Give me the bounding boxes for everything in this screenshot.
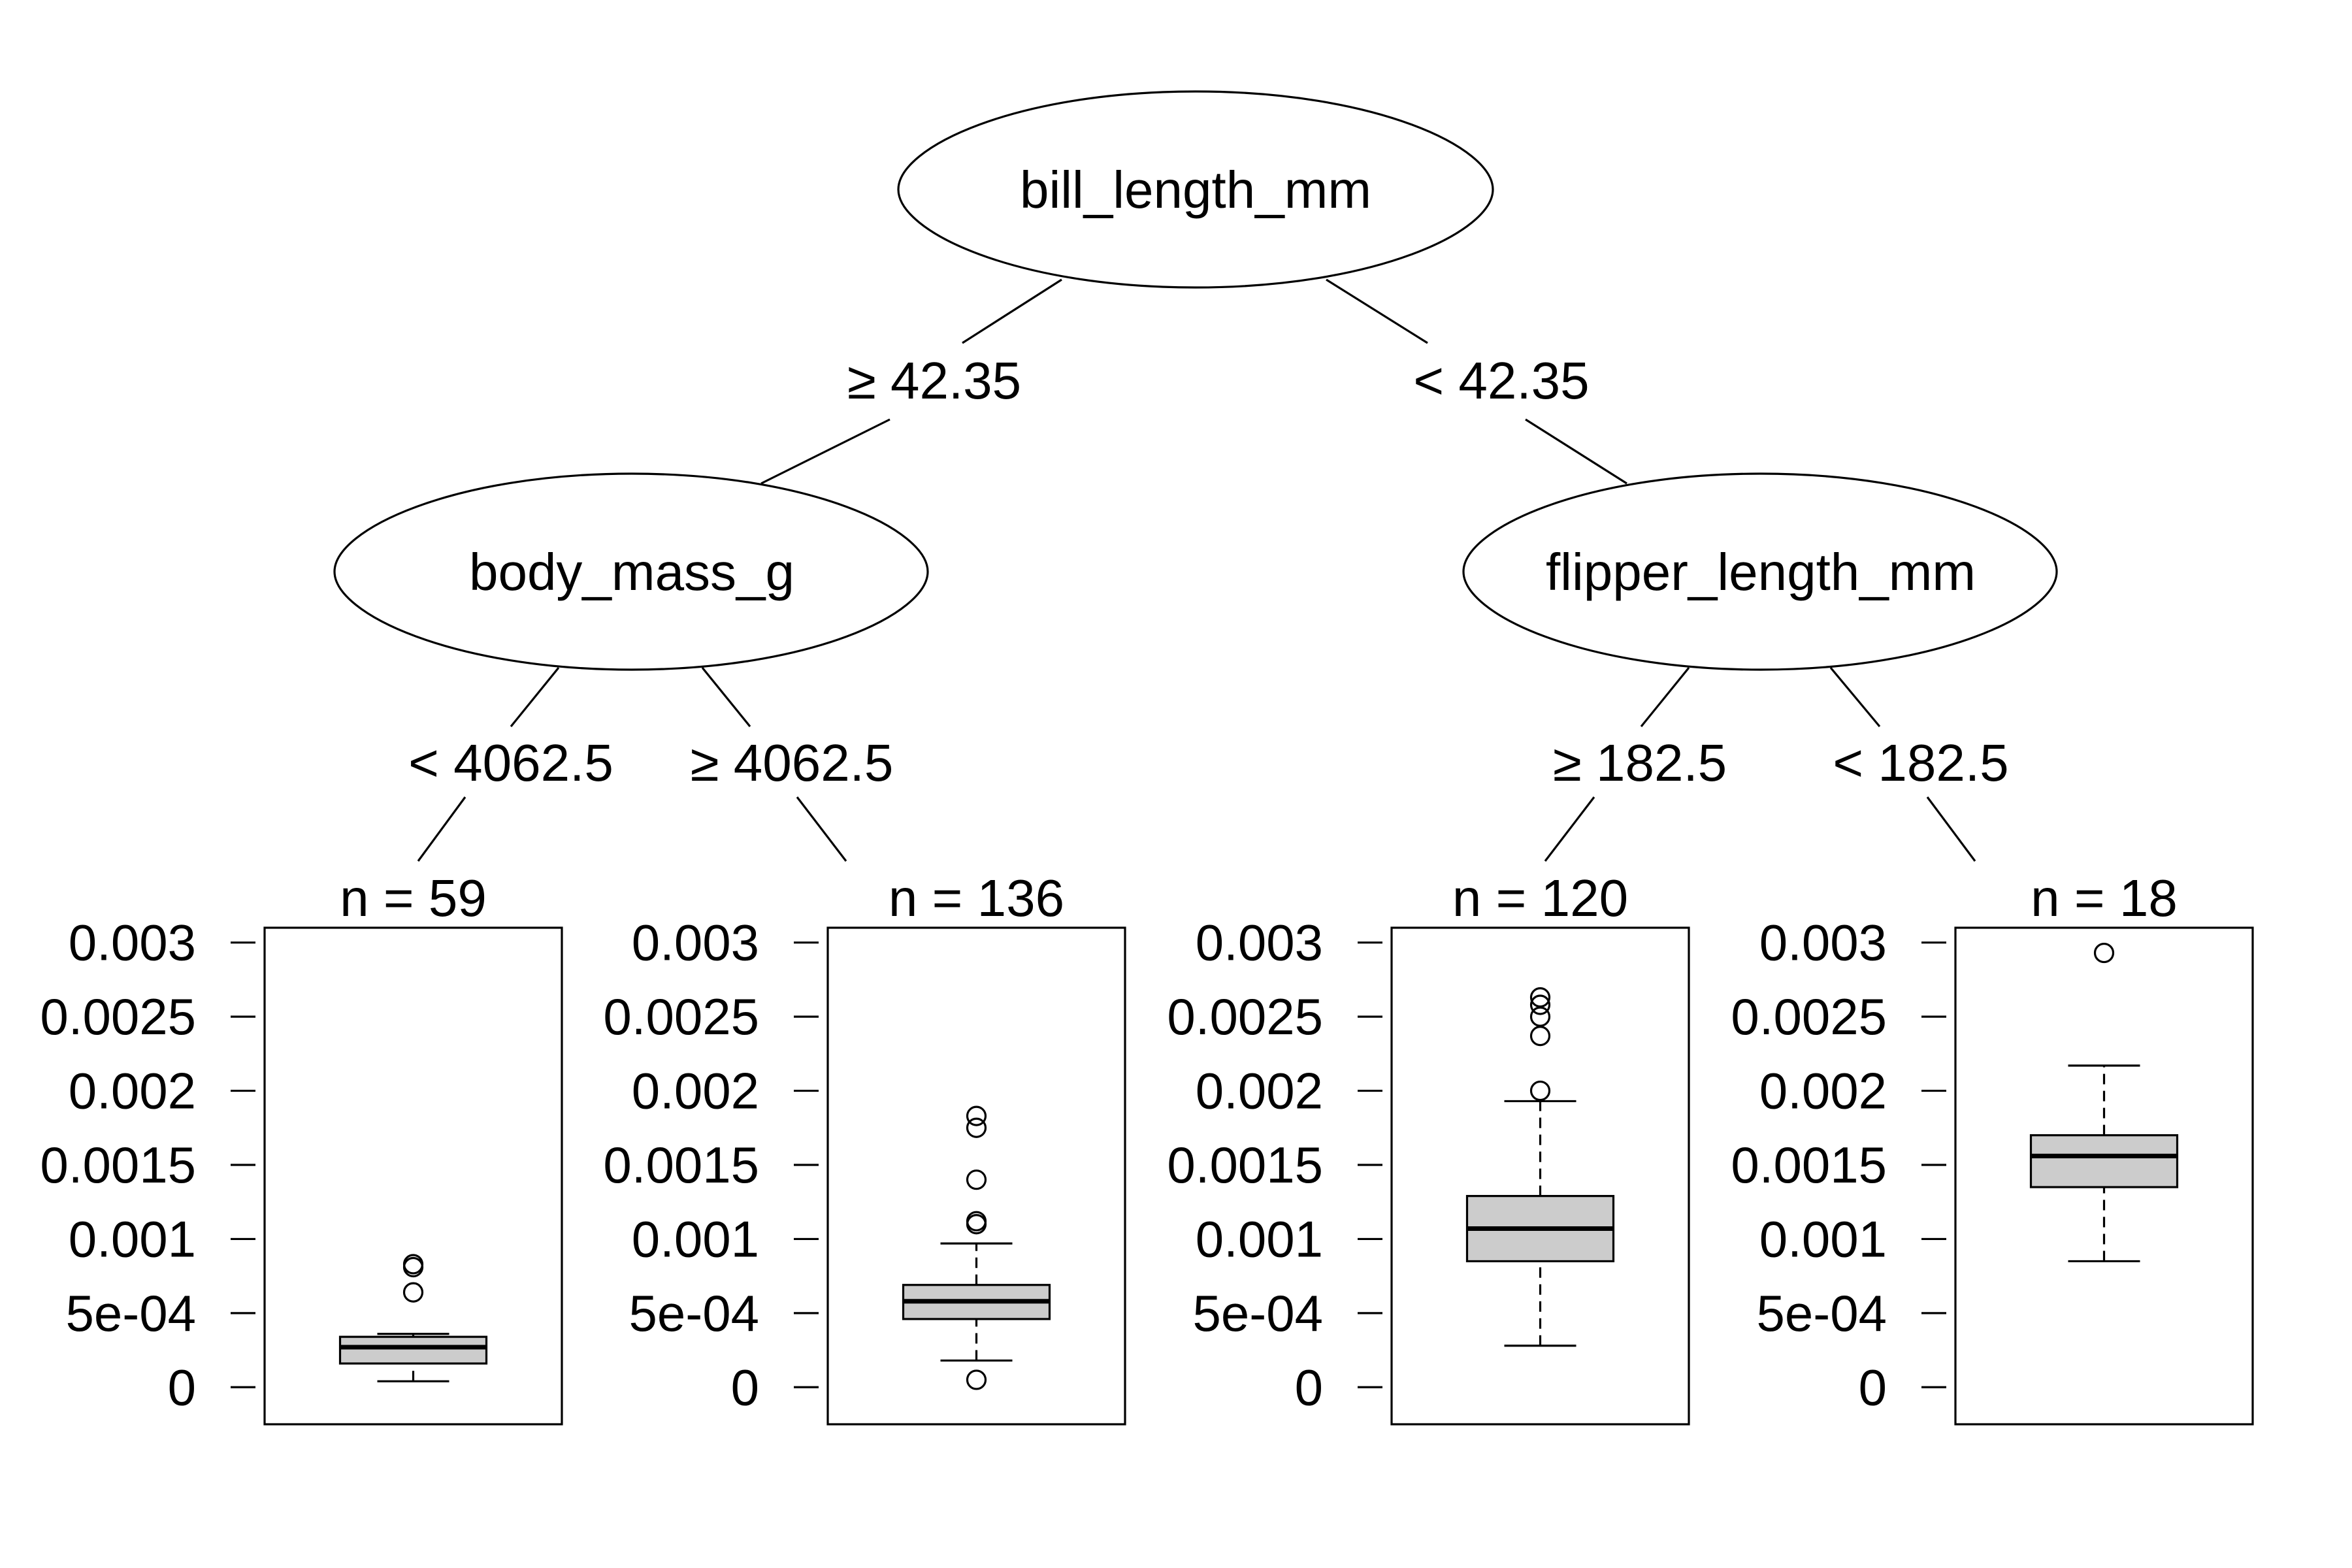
leaf-n-label: n = 120	[1452, 869, 1628, 927]
outlier-point	[1529, 1080, 1551, 1102]
edge-label-flipper-left: ≥ 182.5	[1553, 734, 1727, 792]
y-axis-tick-label: 0.002	[69, 1062, 196, 1120]
y-axis-tick-label: 0.001	[1196, 1210, 1323, 1267]
leaf-panel-frame	[263, 926, 563, 1426]
root-node: bill_length_mm	[897, 90, 1494, 289]
interquartile-box	[2029, 1134, 2179, 1188]
edge-flipper-left-lower	[1544, 796, 1595, 862]
y-axis-tick-label: 0.003	[69, 914, 196, 972]
y-axis-tick-label: 0	[168, 1358, 196, 1416]
outlier-point	[402, 1282, 424, 1303]
body-mass-node-label: body_mass_g	[469, 543, 794, 601]
edge-body-mass-left-lower	[417, 796, 466, 862]
edge-body-mass-right-lower	[796, 796, 847, 862]
y-axis-tick-label: 0.003	[1759, 914, 1887, 972]
outlier-point	[966, 1369, 987, 1390]
root-node-label: bill_length_mm	[1020, 161, 1371, 219]
leaf-n-label: n = 18	[2031, 869, 2178, 927]
y-axis-tick-label: 5e-04	[1757, 1284, 1887, 1342]
y-axis-tick-label: 5e-04	[629, 1284, 760, 1342]
y-axis-tick-label: 0.001	[632, 1210, 759, 1267]
leaf-panel-1: n = 59 0 5e-04 0.001 0.0015 0.002 0.0025 0.003	[40, 869, 563, 1426]
y-axis-tick-label: 0.0015	[40, 1136, 196, 1194]
edge-root-right-lower	[1525, 418, 1627, 485]
y-axis-tick-label: 0.002	[632, 1062, 759, 1120]
leaf-n-label: n = 136	[889, 869, 1064, 927]
edge-root-right-upper	[1326, 278, 1428, 344]
y-axis-tick-label: 0	[1295, 1358, 1323, 1416]
y-axis-tick-label: 0.003	[1196, 914, 1323, 972]
leaf-panel-frame	[1390, 926, 1690, 1426]
y-axis-tick-label: 0.0015	[1167, 1136, 1323, 1194]
edge-body-mass-left-upper	[510, 666, 560, 728]
body-mass-node: body_mass_g	[333, 472, 929, 671]
leaf-panel-2: n = 136 0 5e-04 0.001 0.0015 0.002 0.0025 0.003	[603, 869, 1126, 1426]
y-axis-tick-label: 0.001	[69, 1210, 196, 1267]
edge-label-body-mass-right: ≥ 4062.5	[691, 734, 894, 792]
y-axis-tick-label: 0.003	[632, 914, 759, 972]
y-axis-tick-label: 0.002	[1196, 1062, 1323, 1120]
edge-flipper-left-upper	[1640, 666, 1690, 728]
leaf-panel-3: n = 120 0 5e-04 0.001 0.0015 0.002 0.0025 0.003	[1167, 869, 1690, 1426]
y-axis-tick-label: 0	[1859, 1358, 1887, 1416]
y-axis-tick-label: 5e-04	[1193, 1284, 1324, 1342]
edge-root-left-lower	[760, 418, 890, 485]
outlier-point	[1529, 1026, 1551, 1047]
outlier-point	[966, 1105, 987, 1126]
edge-label-flipper-right: < 182.5	[1833, 734, 2008, 792]
y-axis-tick-label: 0.001	[1759, 1210, 1887, 1267]
edge-label-root-left: ≥ 42.35	[847, 351, 1021, 410]
edge-label-root-right: < 42.35	[1413, 351, 1589, 410]
outlier-point	[966, 1117, 987, 1138]
leaf-panel-4: n = 18 0 5e-04 0.001 0.0015 0.002 0.0025 0.003	[1731, 869, 2254, 1426]
flipper-length-node-ellipse	[1462, 472, 2058, 671]
edge-body-mass-right-upper	[701, 666, 751, 728]
outlier-point	[966, 1211, 987, 1232]
y-axis-tick-label: 0.0015	[603, 1136, 759, 1194]
edge-flipper-right-upper	[1829, 666, 1881, 728]
y-axis-tick-label: 5e-04	[66, 1284, 197, 1342]
leaf-panel-frame	[826, 926, 1126, 1426]
body-mass-node-ellipse	[333, 472, 929, 671]
y-axis-tick-label: 0.0025	[1167, 988, 1323, 1045]
edge-label-body-mass-left: < 4062.5	[408, 734, 613, 792]
flipper-length-node: flipper_length_mm	[1462, 472, 2058, 671]
outlier-point	[402, 1256, 424, 1278]
leaf-panels: n = 5905e-040.0010.00150.0020.00250.003n…	[40, 869, 2254, 1426]
outlier-point	[2093, 942, 2115, 964]
y-axis-tick-label: 0.0025	[40, 988, 196, 1045]
outlier-point	[1529, 994, 1551, 1015]
root-node-ellipse	[897, 90, 1494, 289]
leaf-panel-frame	[1954, 926, 2254, 1426]
y-axis-tick-label: 0.0025	[603, 988, 759, 1045]
edge-flipper-right-lower	[1926, 796, 1976, 862]
leaf-n-label: n = 59	[340, 869, 487, 927]
y-axis-tick-label: 0.0025	[1731, 988, 1887, 1045]
outlier-point	[966, 1169, 987, 1190]
outlier-point	[1529, 987, 1551, 1008]
flipper-length-node-label: flipper_length_mm	[1546, 543, 1976, 601]
y-axis-tick-label: 0.0015	[1731, 1136, 1887, 1194]
interquartile-box	[338, 1335, 488, 1365]
edge-root-left-upper	[962, 278, 1062, 344]
y-axis-tick-label: 0	[731, 1358, 759, 1416]
y-axis-tick-label: 0.002	[1759, 1062, 1887, 1120]
